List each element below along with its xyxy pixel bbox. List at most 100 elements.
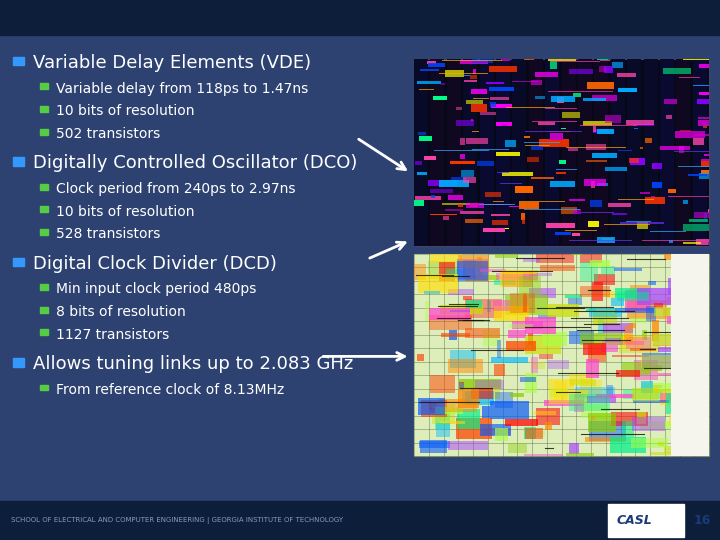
Bar bbox=[704, 154, 709, 156]
Bar bbox=[495, 254, 518, 258]
Bar bbox=[594, 274, 615, 285]
Bar bbox=[513, 59, 526, 246]
Bar bbox=[698, 117, 709, 119]
FancyArrowPatch shape bbox=[370, 242, 405, 258]
Bar bbox=[668, 195, 709, 197]
Bar bbox=[489, 66, 517, 72]
Bar bbox=[458, 205, 464, 207]
Bar bbox=[593, 129, 608, 133]
Bar bbox=[586, 309, 596, 313]
Bar bbox=[441, 333, 470, 337]
Bar bbox=[644, 197, 665, 204]
Bar bbox=[480, 424, 510, 436]
Bar bbox=[439, 180, 469, 187]
Text: Allows tuning links up to 2.083 GHz: Allows tuning links up to 2.083 GHz bbox=[33, 355, 354, 373]
Bar bbox=[485, 192, 501, 197]
Bar bbox=[634, 128, 638, 130]
Bar bbox=[462, 391, 472, 404]
Bar bbox=[693, 85, 709, 86]
Bar bbox=[515, 186, 534, 193]
Bar bbox=[459, 379, 500, 389]
Bar bbox=[621, 362, 649, 375]
Bar bbox=[531, 362, 546, 369]
Bar bbox=[445, 70, 464, 77]
Bar bbox=[701, 450, 709, 453]
Bar bbox=[603, 323, 633, 333]
Bar bbox=[677, 262, 698, 279]
Bar bbox=[606, 291, 616, 298]
Bar bbox=[475, 380, 504, 389]
Bar bbox=[597, 129, 614, 133]
Bar bbox=[524, 454, 563, 456]
Bar bbox=[557, 97, 564, 103]
Bar bbox=[528, 59, 543, 246]
Bar bbox=[472, 149, 508, 150]
Bar bbox=[707, 350, 709, 369]
Bar bbox=[701, 170, 709, 174]
Bar bbox=[569, 70, 593, 73]
Bar bbox=[528, 333, 533, 345]
Bar bbox=[482, 406, 490, 417]
Bar bbox=[698, 120, 709, 125]
Bar bbox=[674, 151, 709, 152]
Bar bbox=[460, 211, 484, 214]
Bar bbox=[570, 443, 579, 454]
Bar bbox=[578, 59, 592, 246]
Bar bbox=[446, 269, 466, 279]
Bar bbox=[439, 399, 470, 402]
Bar bbox=[447, 59, 461, 246]
Bar bbox=[570, 379, 596, 386]
Bar bbox=[436, 410, 450, 429]
Bar bbox=[536, 408, 560, 425]
Bar bbox=[459, 383, 464, 391]
Bar bbox=[490, 97, 508, 100]
Bar bbox=[555, 232, 571, 235]
Bar bbox=[598, 318, 604, 334]
Bar bbox=[625, 290, 650, 311]
Bar bbox=[613, 268, 642, 271]
Bar bbox=[483, 228, 505, 232]
Bar bbox=[615, 288, 649, 299]
Bar bbox=[606, 167, 628, 171]
Bar bbox=[472, 131, 479, 132]
Bar bbox=[552, 61, 600, 62]
Bar bbox=[693, 134, 709, 137]
Bar bbox=[466, 203, 484, 208]
Bar bbox=[414, 59, 709, 246]
Bar bbox=[429, 403, 437, 410]
Bar bbox=[446, 209, 462, 211]
Bar bbox=[420, 440, 447, 453]
Bar bbox=[472, 104, 487, 112]
Bar bbox=[490, 401, 529, 418]
Bar bbox=[590, 260, 610, 267]
Bar bbox=[689, 362, 709, 365]
Bar bbox=[545, 59, 559, 246]
Bar bbox=[572, 233, 580, 235]
Bar bbox=[642, 353, 673, 368]
Bar bbox=[602, 341, 644, 345]
Bar bbox=[531, 80, 541, 85]
Bar bbox=[580, 380, 603, 397]
Text: 10 bits of resolution: 10 bits of resolution bbox=[56, 104, 194, 118]
Bar bbox=[679, 146, 685, 153]
Bar bbox=[414, 264, 426, 280]
Bar bbox=[632, 400, 669, 403]
Bar bbox=[580, 262, 598, 281]
Bar bbox=[685, 341, 709, 359]
Bar bbox=[430, 375, 455, 393]
Bar bbox=[419, 136, 431, 141]
Bar bbox=[592, 153, 616, 158]
Bar bbox=[644, 59, 657, 246]
Bar bbox=[556, 168, 577, 170]
Bar bbox=[573, 93, 581, 97]
Bar bbox=[465, 264, 489, 282]
Bar bbox=[658, 442, 665, 447]
Bar bbox=[512, 321, 543, 329]
Bar bbox=[459, 154, 465, 159]
Bar bbox=[703, 321, 709, 339]
Bar bbox=[659, 347, 695, 353]
Bar bbox=[539, 354, 553, 359]
Bar bbox=[605, 338, 621, 342]
Bar bbox=[477, 257, 482, 278]
Bar bbox=[562, 112, 580, 118]
